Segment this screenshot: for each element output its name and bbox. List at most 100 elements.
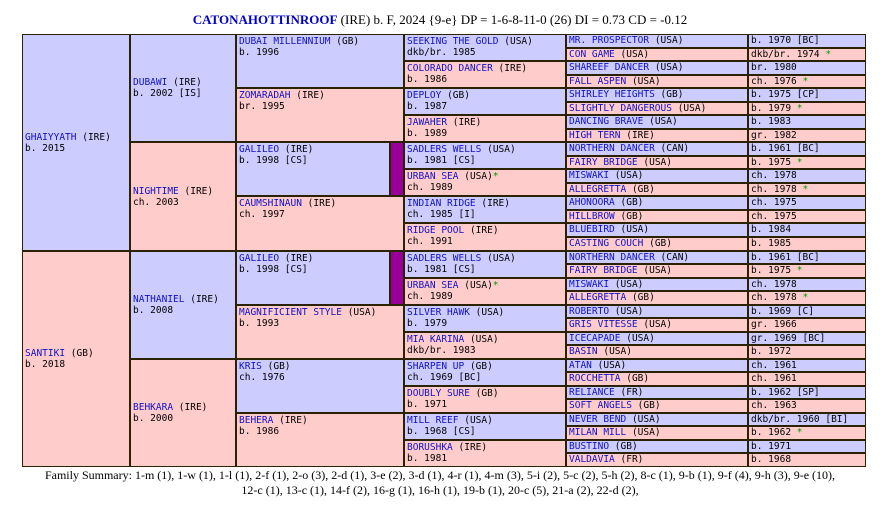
ancestor-name-link[interactable]: ALLEGRETTA [569,292,627,303]
ancestor-name-link[interactable]: NIGHTIME [133,185,179,197]
ancestor-name-link[interactable]: HIGH TERN [569,130,621,141]
ancestor-name-link[interactable]: DANCING BRAVE [569,116,644,127]
ancestor-name-link[interactable]: NORTHERN DANCER [569,252,655,263]
ancestor-gen5-info-22: gr. 1966 [748,318,866,332]
ancestor-name-link[interactable]: DUBAI MILLENNIUM [239,36,331,47]
ancestor-country: (IRE) [498,63,528,74]
ancestor-name-link[interactable]: FALL ASPEN [569,76,627,87]
ancestor-gen5-info-14: ch. 1975 [748,210,866,223]
ancestor-name-link[interactable]: MR. PROSPECTOR [569,35,650,46]
ancestor-name-link[interactable]: SOFT ANGELS [569,400,632,411]
ancestor-name-link[interactable]: DOUBLY SURE [407,388,470,399]
ancestor-name-link[interactable]: URBAN SEA [407,171,459,182]
ancestor-info: ch. 1975 [751,197,797,208]
ancestor-name-link[interactable]: FAIRY BRIDGE [569,157,638,168]
ancestor-name-link[interactable]: ALLEGRETTA [569,184,627,195]
ancestor-name-link[interactable]: MISWAKI [569,279,610,290]
ancestor-name-link[interactable]: SLIGHTLY DANGEROUS [569,103,672,114]
ancestor-name-link[interactable]: BLUEBIRD [569,224,615,235]
ancestor-name-link[interactable]: GALILEO [239,144,280,155]
ancestor-gen5-32: VALDAVIA (FR) [566,453,748,467]
ancestor-name-link[interactable]: GALILEO [239,253,280,264]
ancestor-name-link[interactable]: ROBERTO [569,306,610,317]
ancestor-name-link[interactable]: BEHKARA [133,402,174,413]
ancestor-gen5-info-30: b. 1962 * [748,426,866,440]
ancestor-name-link[interactable]: MIA KARINA [407,334,465,345]
ancestor-name-link[interactable]: NATHANIEL [133,294,185,305]
ancestor-name-link[interactable]: COLORADO DANCER [407,63,493,74]
ancestor-name-link[interactable]: ROCCHETTA [569,373,621,384]
ancestor-name-link[interactable]: RELIANCE [569,387,615,398]
ancestor-country: (USA) [464,280,493,291]
ancestor-info: ch. 1989 [407,182,453,193]
ancestor-name-link[interactable]: BEHERA [239,415,274,426]
ancestor-gen5-2: CON GAME (USA) [566,48,748,61]
ancestor-name-link[interactable]: ATAN [569,360,592,371]
ancestor-info: b. 1962 [SP] [751,387,820,398]
ancestor-gen5-25: ATAN (USA) [566,359,748,372]
ancestor-name-link[interactable]: NEVER BEND [569,414,627,425]
ancestor-name-link[interactable]: BASIN [569,346,598,357]
ancestor-name-link[interactable]: BORUSHKA [407,442,453,453]
duplicate-marker: * [492,280,499,291]
ancestor-name-link[interactable]: JAWAHER [407,117,448,128]
ancestor-info: ch. 1961 [751,360,797,371]
ancestor-name-link[interactable]: FAIRY BRIDGE [569,265,638,276]
ancestor-country: (USA) [620,49,650,60]
ancestor-name-link[interactable]: SADLERS WELLS [407,253,482,264]
ancestor-name-link[interactable]: VALDAVIA [569,454,615,465]
ancestor-name-link[interactable]: CON GAME [569,49,615,60]
ancestor-country: (GB) [631,184,655,195]
ancestor-gen5-info-29: dkb/br. 1960 [BI] [748,413,866,426]
ancestor-name-link[interactable]: GRIS VITESSE [569,319,638,330]
ancestor-gen5-info-24: b. 1972 [748,345,866,359]
ancestor-name-link[interactable]: KRIS [239,361,262,372]
ancestor-name-link[interactable]: SEEKING THE GOLD [407,36,499,47]
ancestor-info: b. 1986 [407,74,448,85]
ancestor-name-link[interactable]: BUSTINO [569,441,610,452]
ancestor-name-link[interactable]: SADLERS WELLS [407,144,482,155]
ancestor-name-link[interactable]: NORTHERN DANCER [569,143,655,154]
ancestor-name-link[interactable]: CASTING COUCH [569,238,644,249]
ancestor-country: (IRE) [307,198,337,209]
ancestor-country: (USA) [631,76,661,87]
ancestor-gen5-info-32: b. 1968 [748,453,866,467]
ancestor-gen5-info-11: ch. 1978 [748,169,866,183]
ancestor-name-link[interactable]: ICECAPADE [569,333,621,344]
ancestor-name-link[interactable]: ZOMARADAH [239,90,291,101]
ancestor-country: (USA) [631,427,661,438]
ancestor-name-link[interactable]: SHIRLEY HEIGHTS [569,89,655,100]
ancestor-name-link[interactable]: HILLBROW [569,211,615,222]
ancestor-name-link[interactable]: SANTIKI [25,348,66,359]
ancestor-info: b. 1975 [751,265,792,276]
ancestor-country: (USA) [347,307,377,318]
ancestor-country: (GB) [660,89,684,100]
ancestor-gen5-27: RELIANCE (FR) [566,386,748,399]
ancestor-gen5-info-4: ch. 1976 * [748,75,866,88]
ancestor-name-link[interactable]: MILL REEF [407,415,459,426]
ancestor-name-link[interactable]: RIDGE POOL [407,225,465,236]
ancestor-name-link[interactable]: SHAREEF DANCER [569,62,650,73]
ancestor-name-link[interactable]: INDIAN RIDGE [407,198,476,209]
ancestor-name-link[interactable]: URBAN SEA [407,280,459,291]
ancestor-gen5-info-10: b. 1975 * [748,156,866,169]
ancestor-gen5-info-21: b. 1969 [C] [748,305,866,318]
ancestor-info: b. 1968 [CS] [407,426,476,437]
ancestor-info: br. 1980 [751,62,797,73]
ancestor-name-link[interactable]: SHARPEN UP [407,361,465,372]
ancestor-country: (USA) [475,307,505,318]
ancestor-name-link[interactable]: DUBAWI [133,77,168,88]
ancestor-name-link[interactable]: CAUMSHINAUN [239,198,302,209]
ancestor-name-link[interactable]: GHAIYYATH [25,131,77,143]
horse-name[interactable]: CATONAHOTTINROOF [192,12,338,27]
ancestor-name-link[interactable]: AHONOORA [569,197,615,208]
ancestor-name-link[interactable]: MAGNIFICIENT STYLE [239,307,342,318]
ancestor-name-link[interactable]: MISWAKI [569,170,610,181]
ancestor-name-link[interactable]: DEPLOY [407,90,442,101]
ancestor-name-link[interactable]: MILAN MILL [569,427,627,438]
ancestor-info: b. 1981 [CS] [407,155,476,166]
ancestor-country: (GB) [631,292,655,303]
ancestor-name-link[interactable]: SILVER HAWK [407,307,470,318]
ancestor-country: (USA) [614,306,644,317]
ancestor-country: (USA) [603,346,632,357]
